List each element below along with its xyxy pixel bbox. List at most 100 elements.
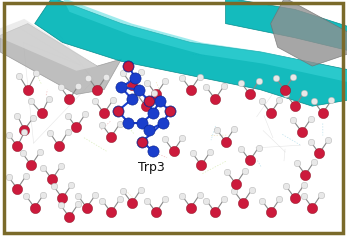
Point	[108, 211, 114, 214]
Point	[120, 189, 126, 193]
Point	[190, 152, 195, 155]
Point	[58, 164, 64, 168]
Point	[20, 152, 25, 155]
Point	[25, 88, 31, 92]
Point	[23, 194, 29, 198]
Point	[103, 75, 109, 79]
Point	[126, 64, 131, 68]
Point	[30, 116, 36, 120]
Point	[290, 75, 296, 79]
Point	[32, 206, 37, 210]
Point	[212, 211, 218, 214]
Polygon shape	[271, 0, 347, 66]
Point	[126, 121, 131, 125]
Point	[231, 127, 237, 131]
Point	[320, 111, 325, 115]
Point	[101, 111, 107, 115]
Point	[129, 83, 135, 87]
Point	[308, 140, 313, 143]
Point	[75, 194, 81, 198]
Point	[303, 173, 308, 177]
Point	[58, 85, 64, 89]
Point	[162, 198, 168, 201]
Point	[318, 193, 324, 197]
Point	[138, 70, 143, 74]
Point	[301, 183, 306, 187]
Point	[273, 76, 279, 80]
Point	[60, 196, 65, 200]
Point	[153, 211, 159, 214]
Point	[48, 131, 53, 135]
Point	[56, 144, 62, 148]
Point	[204, 199, 209, 202]
Point	[308, 117, 313, 121]
Point	[15, 187, 20, 191]
Point	[93, 193, 98, 197]
Point	[146, 100, 152, 103]
Point	[179, 136, 185, 140]
Point	[242, 169, 247, 173]
Point	[167, 109, 173, 113]
Point	[301, 194, 306, 198]
Point	[221, 198, 227, 201]
Point	[152, 91, 157, 95]
Point	[115, 109, 121, 113]
Point	[256, 146, 261, 149]
Point	[316, 152, 322, 155]
Point	[290, 118, 296, 122]
Point	[259, 100, 265, 103]
Point	[108, 135, 114, 139]
Point	[138, 188, 143, 192]
Point	[198, 163, 204, 167]
Point	[259, 199, 265, 202]
Polygon shape	[0, 19, 97, 71]
Point	[247, 159, 253, 162]
Point	[34, 71, 39, 75]
Point	[188, 206, 194, 210]
Point	[225, 170, 230, 174]
Point	[15, 144, 20, 148]
Point	[74, 126, 79, 129]
Point	[204, 85, 209, 89]
Point	[82, 113, 88, 116]
Point	[49, 177, 55, 181]
Point	[15, 114, 20, 118]
Point	[325, 139, 331, 142]
Point	[283, 93, 289, 96]
Point	[22, 130, 27, 134]
Point	[126, 64, 131, 68]
Polygon shape	[226, 0, 347, 52]
Point	[179, 76, 185, 80]
Point	[150, 111, 155, 115]
Point	[22, 128, 27, 132]
Point	[310, 206, 315, 210]
Point	[292, 104, 298, 108]
Point	[6, 133, 11, 136]
Point	[75, 84, 81, 88]
Point	[207, 150, 213, 154]
Point	[136, 88, 142, 92]
Point	[94, 88, 100, 92]
Point	[139, 121, 145, 125]
Point	[167, 109, 173, 113]
Point	[134, 93, 140, 96]
Point	[23, 174, 29, 178]
Point	[197, 193, 202, 197]
Point	[311, 100, 317, 103]
Point	[67, 215, 72, 219]
Point	[268, 111, 273, 115]
Point	[214, 128, 220, 132]
Point	[238, 147, 244, 151]
Point	[221, 84, 227, 88]
Point	[256, 80, 261, 83]
Point	[100, 123, 105, 127]
Point	[299, 130, 305, 134]
Point	[145, 81, 150, 84]
Point	[129, 97, 135, 101]
Point	[153, 93, 159, 96]
Point	[39, 111, 44, 115]
Point	[311, 160, 317, 164]
Point	[67, 97, 72, 101]
Point	[238, 81, 244, 84]
Point	[301, 91, 306, 95]
